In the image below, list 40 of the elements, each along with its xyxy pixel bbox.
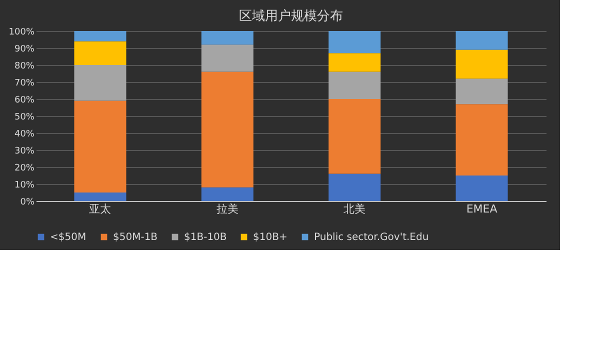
y-tick-label: 90%: [14, 44, 35, 54]
x-tick-label: 亚太: [89, 202, 112, 216]
y-tick-label: 30%: [14, 146, 35, 156]
y-tick-label: 70%: [14, 78, 35, 88]
y-tick-label: 10%: [14, 180, 35, 190]
y-tick-label: 80%: [14, 62, 35, 72]
bar: [201, 187, 254, 201]
bar: [456, 31, 508, 50]
bar: [456, 176, 508, 201]
y-tick-label: 0%: [20, 198, 35, 208]
bar: [201, 44, 254, 72]
bar: [328, 174, 381, 201]
bar: [456, 78, 508, 104]
bar: [74, 41, 126, 65]
bar: [328, 99, 381, 174]
bar: [456, 50, 508, 79]
bar: [201, 72, 254, 188]
legend-label: <$50M: [50, 232, 86, 243]
bar: [456, 104, 508, 176]
legend-label: $50M-1B: [113, 232, 158, 243]
y-tick-label: 40%: [14, 130, 35, 140]
y-tick-label: 60%: [14, 96, 35, 106]
chart-title: 区域用户规模分布: [239, 9, 343, 24]
bar: [74, 192, 126, 201]
y-tick-label: 50%: [14, 112, 35, 122]
y-tick-label: 100%: [8, 28, 35, 38]
y-tick-label: 20%: [14, 164, 35, 174]
bar: [201, 31, 254, 45]
bar: [328, 31, 381, 54]
legend-label: $1B-10B: [184, 232, 227, 243]
legend-label: $10B+: [253, 232, 288, 243]
bar: [74, 100, 126, 192]
x-tick-label: 拉美: [216, 202, 238, 216]
bar: [328, 72, 381, 99]
legend-label: Public sector.Gov't.Edu: [314, 232, 429, 243]
x-tick-label: 北美: [344, 202, 366, 216]
x-tick-label: EMEA: [466, 202, 498, 216]
bar: [74, 65, 126, 101]
bar: [328, 53, 381, 72]
bar: [74, 31, 126, 42]
